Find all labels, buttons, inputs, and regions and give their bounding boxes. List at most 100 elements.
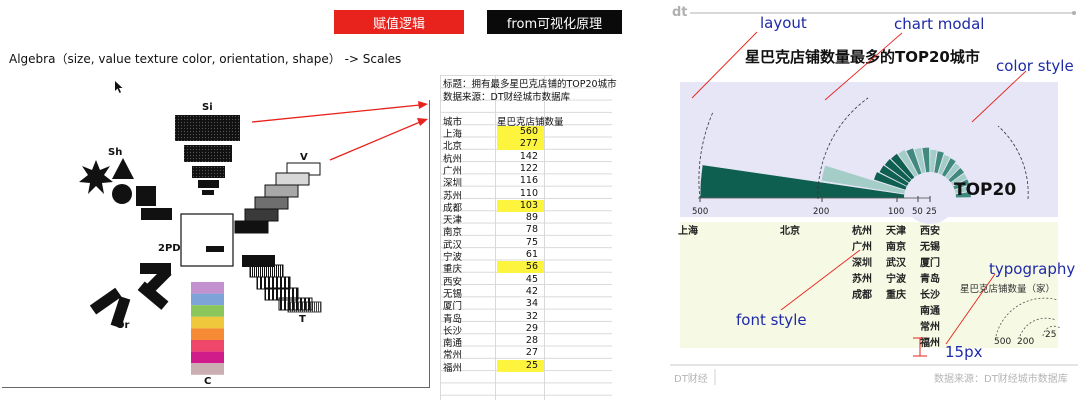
table-cell-count: 45: [525, 273, 538, 285]
annotation-layout: layout: [760, 14, 807, 32]
table-row: 苏州 110: [440, 188, 612, 202]
city-label: 天津: [886, 226, 906, 237]
table-cell-city: 青岛: [443, 313, 463, 325]
spacing-marker: [913, 337, 927, 357]
color-swatch: [191, 316, 224, 329]
diagram-frame: [2, 100, 430, 388]
grid-column-line: [544, 75, 545, 400]
city-label: 杭州: [852, 226, 872, 237]
table-cell-count: 25: [497, 359, 544, 372]
value-stack: [234, 162, 321, 234]
size-legend-arcs: [995, 297, 1061, 337]
header-city: 城市: [443, 117, 463, 128]
axis-tick-label: 50: [912, 207, 923, 217]
size-stack: [175, 115, 240, 195]
table-cell-count: 34: [525, 298, 538, 310]
shape-label: Sh: [108, 147, 123, 158]
orientation-group: [89, 263, 172, 329]
city-label: 苏州: [852, 274, 872, 285]
table-row: 南京 78: [440, 224, 612, 238]
table-header-row: 城市 星巴克店铺数量: [440, 114, 612, 128]
table-row: 北京 277: [440, 138, 612, 152]
table-cell-count: 56: [497, 261, 544, 274]
table-row: 西安 45: [440, 273, 612, 288]
mouse-cursor-icon: [115, 81, 123, 93]
mapping-arrows: [251, 101, 428, 161]
footer-brand: DT财经: [674, 374, 708, 385]
city-label: 常州: [920, 322, 940, 333]
visualization-principle-button[interactable]: from可视化原理: [487, 10, 622, 34]
table-row: 武汉 75: [440, 237, 612, 251]
table-cell-count: 277: [497, 138, 544, 151]
axis-ticks: [699, 196, 931, 202]
table-row: 重庆 56: [440, 261, 612, 276]
table-cell-count: 89: [525, 212, 538, 224]
table-row: 青岛 32: [440, 310, 612, 325]
table-cell-count: 42: [525, 285, 538, 297]
table-row: 宁波 61: [440, 249, 612, 263]
table-row: 广州 122: [440, 162, 612, 177]
table-cell-city: 重庆: [443, 264, 463, 276]
city-label: 上海: [678, 226, 698, 237]
position-box: [180, 213, 234, 267]
color-label: C: [204, 376, 212, 387]
radial-bar-chart: [691, 31, 1061, 357]
city-label: 北京: [780, 226, 800, 237]
annotation-lines: [691, 31, 1027, 345]
chart-title: 星巴克店铺数量最多的TOP20城市: [745, 48, 980, 66]
table-title: 标题：拥有最多星巴克店铺的TOP20城市: [443, 79, 617, 90]
table-row: 厦门 34: [440, 298, 612, 312]
city-label: 重庆: [886, 290, 906, 301]
algebra-caption: Algebra（size, value texture color, orien…: [9, 52, 402, 66]
starbucks-data-table: 标题：拥有最多星巴克店铺的TOP20城市 数据来源：DT财经城市数据库 城市 星…: [440, 75, 617, 400]
axis-tick-label: 25: [926, 207, 937, 217]
table-cell-city: 广州: [443, 165, 463, 177]
table-cell-city: 南通: [443, 338, 463, 350]
table-cell-city: 无锡: [443, 288, 463, 300]
table-cell-count: 32: [525, 310, 538, 322]
header-count: 星巴克店铺数量: [497, 117, 564, 128]
legend-size-500: 500: [994, 337, 1012, 347]
guide-arc: [997, 125, 1029, 200]
chart-design-panel: dt 星巴克店铺数量最多的TOP20城市: [668, 0, 1080, 400]
table-cell-city: 天津: [443, 215, 463, 227]
legend-size-200: 200: [1017, 337, 1035, 347]
axis-tick-label: 500: [692, 207, 709, 217]
dt-logo: dt: [672, 5, 688, 20]
city-label: 广州: [852, 242, 872, 253]
table-cell-city: 福州: [443, 362, 463, 374]
orientation-label: Or: [116, 320, 130, 331]
color-swatch: [191, 340, 224, 352]
position-label: 2PD: [158, 243, 181, 254]
table-cell-city: 长沙: [443, 325, 463, 337]
texture-label: T: [299, 314, 306, 325]
table-row: 杭州 142: [440, 151, 612, 165]
table-row: 上海 560: [440, 126, 612, 140]
footer-source: 数据来源：DT财经城市数据库: [934, 374, 1068, 385]
table-row: 南通 28: [440, 335, 612, 350]
color-swatch: [191, 293, 224, 306]
table-cell-count: 78: [525, 224, 538, 236]
logic-button[interactable]: 赋值逻辑: [334, 10, 464, 34]
table-row: 常州 27: [440, 347, 612, 361]
city-label: 厦门: [920, 258, 940, 269]
size-label: Si: [202, 102, 213, 113]
table-cell-city: 成都: [443, 202, 463, 214]
annotation-chart-modal: chart modal: [894, 15, 985, 33]
grid-column-line: [495, 75, 496, 400]
visual-variables-figure: [79, 101, 428, 375]
table-cell-count: 122: [519, 162, 538, 174]
table-cell-city: 苏州: [443, 190, 463, 202]
annotation-typography: typography: [989, 260, 1076, 278]
table-row: 天津 89: [440, 212, 612, 227]
table-row: 长沙 29: [440, 323, 612, 337]
table-row: 深圳 116: [440, 175, 612, 189]
shape-group: [79, 158, 172, 220]
axis-tick-label: 200: [813, 207, 830, 217]
annotation-color-style: color style: [996, 57, 1074, 75]
color-swatch: [191, 363, 224, 375]
table-cell-city: 杭州: [443, 153, 463, 165]
annotation-spacing: 15px: [945, 343, 983, 361]
table-source: 数据来源：DT财经城市数据库: [443, 92, 571, 103]
